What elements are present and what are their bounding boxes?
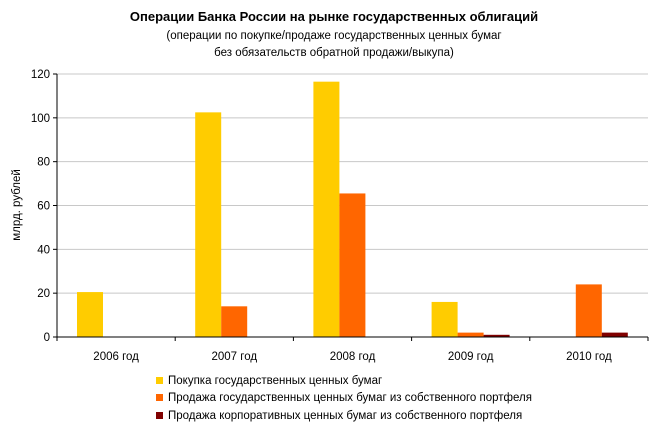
bars	[77, 81, 628, 338]
bar-series-2-3	[457, 332, 484, 337]
bar-series-3-4	[601, 332, 628, 337]
bar-series-2-4	[575, 284, 602, 337]
x-tick-labels: 2006 год 2007 год 2008 год 2009 год 2010 год	[93, 351, 612, 363]
bar-series-1-0	[77, 292, 103, 337]
y-tick-label: 80	[37, 157, 50, 169]
legend: Покупка государственных ценных бумаг Прод…	[156, 375, 532, 422]
y-tick-labels: 0 20 40 60 80 100 120	[31, 69, 50, 344]
legend-swatch-1	[156, 377, 163, 384]
y-tick-label: 40	[37, 244, 50, 256]
axes	[56, 74, 649, 341]
y-tick-label: 0	[44, 332, 50, 344]
x-tick-label: 2007 год	[212, 351, 258, 363]
chart-subtitle-line-2: без обязательств обратной продажи/выкупа…	[214, 47, 454, 59]
legend-label-3: Продажа корпоративных ценных бумаг из со…	[168, 410, 522, 422]
chart-title: Операции Банка России на рынке государст…	[130, 9, 538, 24]
y-axis-label: млрд. рублей	[11, 169, 23, 241]
x-tick-label: 2010 год	[566, 351, 612, 363]
bar-series-1-3	[431, 301, 458, 337]
legend-swatch-2	[156, 394, 163, 401]
y-tick-label: 60	[37, 201, 50, 213]
y-tick-label: 100	[31, 113, 50, 125]
legend-swatch-3	[156, 412, 163, 419]
x-tick-label: 2009 год	[448, 351, 494, 363]
chart-titles: Операции Банка России на рынке государст…	[130, 9, 538, 59]
y-tick-label: 120	[31, 69, 50, 81]
bar-series-3-3	[483, 334, 510, 337]
bar-series-2-1	[221, 306, 248, 337]
legend-label-1: Покупка государственных ценных бумаг	[168, 375, 382, 387]
y-tick-label: 20	[37, 288, 50, 300]
x-tick-label: 2006 год	[93, 351, 139, 363]
bar-series-1-1	[195, 112, 222, 338]
chart-subtitle-line-1: (операции по покупке/продаже государстве…	[166, 30, 501, 42]
bar-series-2-2	[339, 193, 366, 337]
bar-series-1-2	[313, 81, 340, 337]
x-tick-label: 2008 год	[330, 351, 376, 363]
legend-label-2: Продажа государственных ценных бумаг из …	[168, 392, 532, 404]
